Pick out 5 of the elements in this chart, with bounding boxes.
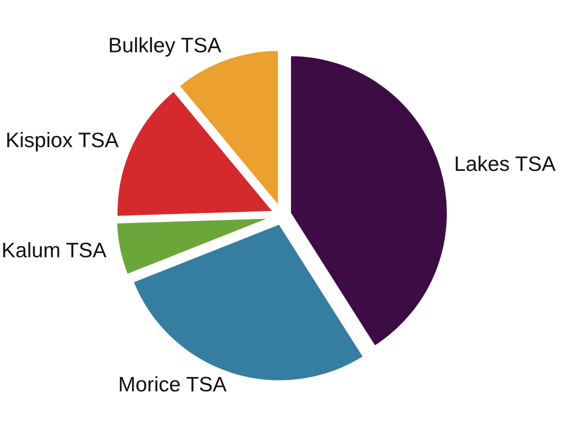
slice-label: Morice TSA	[120, 376, 227, 392]
slice-label: Kalum TSA	[3, 242, 106, 258]
slice-label: Bulkley TSA	[110, 37, 222, 57]
slice-label: Lakes TSA	[456, 156, 556, 172]
slice-label: Kispiox TSA	[7, 132, 119, 152]
